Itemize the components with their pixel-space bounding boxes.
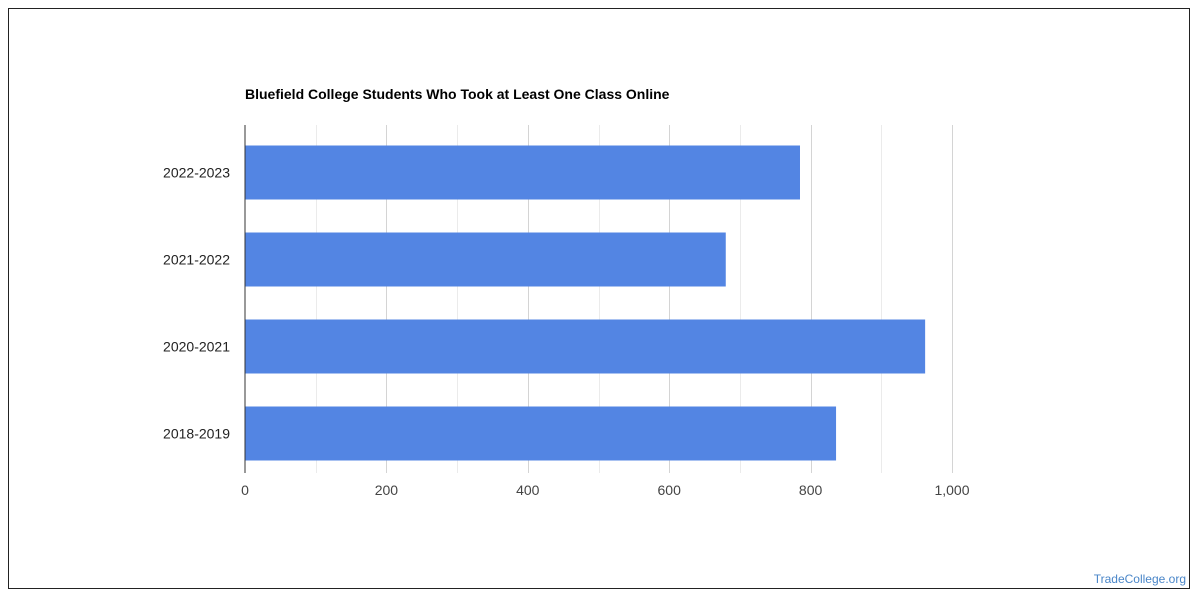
category-label-2021-2022: 2021-2022	[163, 252, 230, 268]
bar-2021-2022	[245, 232, 726, 287]
chart-title: Bluefield College Students Who Took at L…	[245, 86, 670, 102]
tick-labels: 0 200 400 600 800 1,000	[241, 482, 970, 498]
bars	[245, 145, 926, 461]
bar-2022-2023	[245, 145, 800, 200]
category-labels: 2022-2023 2021-2022 2020-2021 2018-2019	[163, 165, 230, 442]
x-tick-label: 400	[516, 482, 540, 498]
category-label-2018-2019: 2018-2019	[163, 426, 230, 442]
x-tick-label: 800	[799, 482, 823, 498]
category-label-2022-2023: 2022-2023	[163, 165, 230, 181]
watermark: TradeCollege.org	[1093, 572, 1186, 586]
x-tick-label: 200	[375, 482, 399, 498]
x-tick-label: 600	[658, 482, 682, 498]
bar-2018-2019	[245, 406, 837, 461]
x-tick-label: 1,000	[934, 482, 969, 498]
x-tick-label: 0	[241, 482, 249, 498]
category-label-2020-2021: 2020-2021	[163, 339, 230, 355]
bar-2020-2021	[245, 319, 926, 374]
